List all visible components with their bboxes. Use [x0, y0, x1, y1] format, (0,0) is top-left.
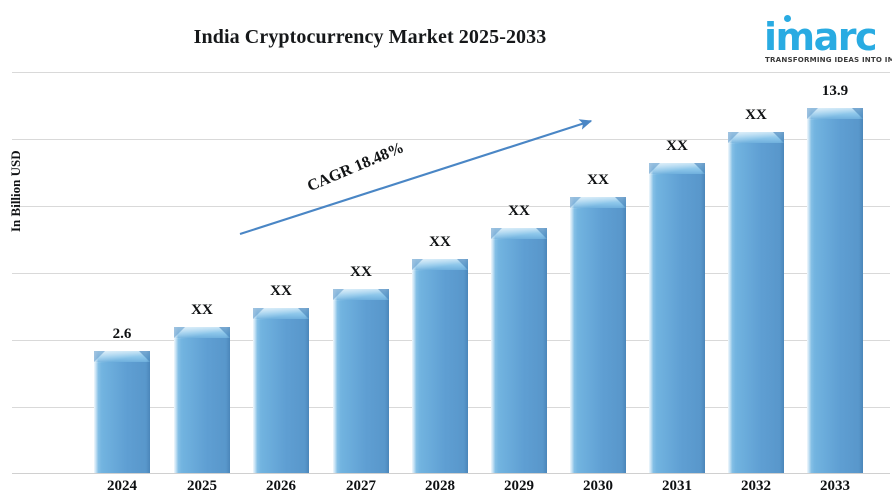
bar-bevel-top	[253, 308, 309, 320]
bar-2025[interactable]	[174, 327, 230, 473]
bar-value-label: XX	[666, 138, 688, 154]
bar-bevel-right	[305, 308, 309, 473]
bar-bevel-right	[146, 351, 150, 473]
bar-bevel-top	[412, 259, 468, 271]
x-tick-2029: 2029	[504, 478, 534, 494]
bar-bevel-corner-left	[253, 308, 264, 319]
x-tick-2031: 2031	[662, 478, 692, 494]
bar-bevel-left	[333, 289, 337, 473]
bar-bevel-corner-right	[852, 108, 863, 119]
bar-bevel-top	[649, 163, 705, 175]
x-tick-2032: 2032	[741, 478, 771, 494]
bar-bevel-left	[728, 132, 732, 473]
bar-value-label: 13.9	[821, 83, 849, 99]
bar-bevel-corner-left	[728, 132, 739, 143]
bar-value-label: XX	[191, 302, 213, 318]
x-tick-2025: 2025	[187, 478, 217, 494]
bar-2024[interactable]	[94, 351, 150, 473]
bar-bevel-top	[491, 228, 547, 240]
x-tick-2030: 2030	[583, 478, 613, 494]
cagr-annotation-label: CAGR 18.48%	[304, 139, 407, 196]
bar-bevel-corner-right	[298, 308, 309, 319]
logo-dot-icon	[784, 15, 791, 22]
bar-bevel-corner-left	[94, 351, 105, 362]
bar-bevel-top	[728, 132, 784, 144]
x-tick-2026: 2026	[266, 478, 296, 494]
bar-value-label: 2.6	[112, 326, 132, 342]
bar-2027[interactable]	[333, 289, 389, 473]
bar-bevel-left	[94, 351, 98, 473]
bar-bevel-left	[491, 228, 495, 473]
bar-bevel-left	[649, 163, 653, 473]
bar-bevel-left	[570, 197, 574, 473]
bar-value-label: XX	[429, 234, 451, 250]
bar-bevel-right	[543, 228, 547, 473]
bar-bevel-top	[94, 351, 150, 363]
logo-wordmark: imarc	[764, 15, 878, 59]
bar-bevel-right	[622, 197, 626, 473]
bar-bevel-top	[570, 197, 626, 209]
bar-bevel-corner-right	[139, 351, 150, 362]
bar-value-label: XX	[350, 264, 372, 280]
bar-bevel-right	[464, 259, 468, 473]
bar-bevel-corner-left	[333, 289, 344, 300]
bar-bevel-corner-left	[649, 163, 660, 174]
bar-value-label: XX	[587, 172, 609, 188]
chart-title: India Cryptocurrency Market 2025-2033	[193, 26, 547, 48]
bar-bevel-left	[174, 327, 178, 473]
bar-bevel-corner-left	[807, 108, 818, 119]
imarc-logo: imarc TRANSFORMING IDEAS INTO IMPACT	[758, 13, 892, 64]
bar-bevel-corner-left	[174, 327, 185, 338]
bar-value-label: XX	[508, 203, 530, 219]
bar-bevel-top	[333, 289, 389, 301]
bar-2029[interactable]	[491, 228, 547, 473]
bar-bevel-left	[253, 308, 257, 473]
bar-bevel-corner-left	[491, 228, 502, 239]
bar-bevel-top	[174, 327, 230, 339]
bar-bevel-corner-right	[773, 132, 784, 143]
gridline	[12, 72, 890, 73]
bar-bevel-left	[807, 108, 811, 473]
bar-bevel-corner-left	[570, 197, 581, 208]
x-tick-2024: 2024	[107, 478, 137, 494]
bar-2032[interactable]	[728, 132, 784, 473]
bar-bevel-corner-left	[412, 259, 423, 270]
y-axis-title: In Billion USD	[8, 150, 23, 232]
bar-2028[interactable]	[412, 259, 468, 473]
bar-bevel-left	[412, 259, 416, 473]
axis-baseline	[12, 473, 890, 474]
bar-2033[interactable]	[807, 108, 863, 473]
bar-bevel-right	[780, 132, 784, 473]
bar-bevel-corner-right	[694, 163, 705, 174]
bar-value-label: XX	[270, 283, 292, 299]
x-tick-2027: 2027	[346, 478, 376, 494]
bar-2026[interactable]	[253, 308, 309, 473]
bar-bevel-corner-right	[378, 289, 389, 300]
bar-bevel-right	[385, 289, 389, 473]
bar-bevel-top	[807, 108, 863, 120]
bar-2031[interactable]	[649, 163, 705, 473]
x-tick-2028: 2028	[425, 478, 455, 494]
bar-bevel-right	[701, 163, 705, 473]
x-tick-2033: 2033	[820, 478, 850, 494]
bar-bevel-right	[226, 327, 230, 473]
logo-tagline: TRANSFORMING IDEAS INTO IMPACT	[765, 55, 892, 64]
bar-bevel-corner-right	[615, 197, 626, 208]
bar-bevel-right	[859, 108, 863, 473]
bar-2030[interactable]	[570, 197, 626, 473]
bar-bevel-corner-right	[536, 228, 547, 239]
bar-bevel-corner-right	[219, 327, 230, 338]
bar-value-label: XX	[745, 107, 767, 123]
bar-bevel-corner-right	[457, 259, 468, 270]
